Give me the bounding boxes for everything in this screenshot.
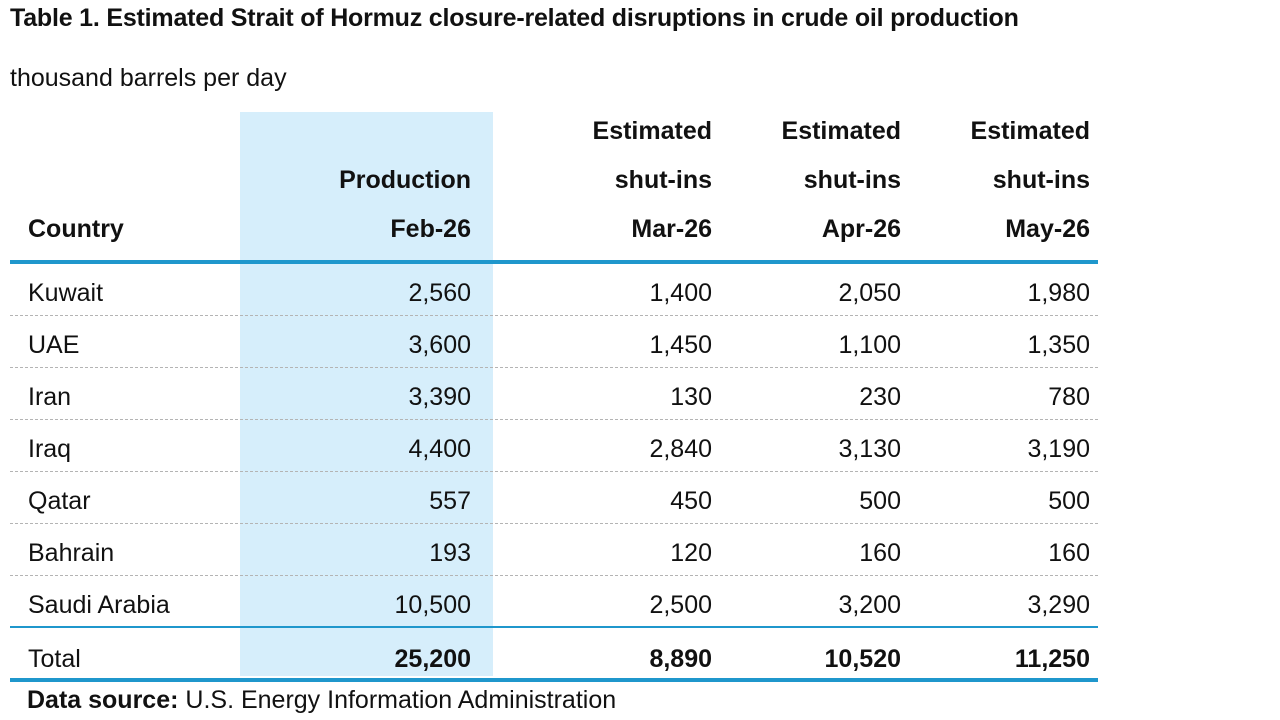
total-mar: 8,890 xyxy=(649,645,712,673)
table-row: UAE 3,600 1,450 1,100 1,350 xyxy=(10,316,1098,368)
total-may: 11,250 xyxy=(1014,645,1090,673)
header-line: Mar-26 xyxy=(631,215,712,243)
total-production: 25,200 xyxy=(394,645,471,673)
header-line: Apr-26 xyxy=(821,215,901,243)
cell-may: 160 xyxy=(1048,539,1090,567)
cell-mar: 1,450 xyxy=(649,331,712,359)
cell-production: 3,600 xyxy=(408,331,471,359)
header-mar: Estimated shut-ins Mar-26 xyxy=(593,107,712,254)
cell-may: 1,980 xyxy=(1027,279,1090,307)
cell-production: 10,500 xyxy=(394,591,471,619)
cell-country: Qatar xyxy=(28,487,91,515)
cell-country: UAE xyxy=(28,331,80,359)
cell-mar: 130 xyxy=(670,383,712,411)
table-row: Iran 3,390 130 230 780 xyxy=(10,368,1098,420)
cell-mar: 450 xyxy=(670,487,712,515)
cell-apr: 1,100 xyxy=(838,331,901,359)
header-line: Estimated xyxy=(592,117,712,145)
cell-apr: 3,200 xyxy=(838,591,901,619)
header-line: shut-ins xyxy=(803,166,901,194)
table-row: Bahrain 193 120 160 160 xyxy=(10,524,1098,576)
source-text: U.S. Energy Information Administration xyxy=(178,686,617,714)
cell-country: Saudi Arabia xyxy=(28,591,170,619)
cell-apr: 3,130 xyxy=(838,435,901,463)
cell-country: Iraq xyxy=(28,435,72,463)
table-row: Saudi Arabia 10,500 2,500 3,200 3,290 xyxy=(10,576,1098,628)
data-table: Country Production Feb-26 Estimated shut… xyxy=(10,112,1098,682)
cell-may: 3,290 xyxy=(1027,591,1090,619)
table-title: Table 1. Estimated Strait of Hormuz clos… xyxy=(10,4,1019,32)
header-line: Estimated xyxy=(781,117,901,145)
cell-may: 780 xyxy=(1048,383,1090,411)
header-line: Production xyxy=(339,166,471,194)
source-label: Data source: xyxy=(27,686,179,714)
table-row: Iraq 4,400 2,840 3,130 3,190 xyxy=(10,420,1098,472)
header-line: Country xyxy=(28,215,124,243)
total-apr: 10,520 xyxy=(824,645,901,673)
table-row: Qatar 557 450 500 500 xyxy=(10,472,1098,524)
total-row: Total 25,200 8,890 10,520 11,250 xyxy=(10,628,1098,682)
cell-country: Iran xyxy=(28,383,72,411)
header-production: Production Feb-26 xyxy=(339,156,471,254)
units-label: thousand barrels per day xyxy=(10,64,287,92)
cell-apr: 2,050 xyxy=(838,279,901,307)
header-may: Estimated shut-ins May-26 xyxy=(971,107,1090,254)
header-apr: Estimated shut-ins Apr-26 xyxy=(782,107,901,254)
cell-may: 500 xyxy=(1048,487,1090,515)
cell-production: 557 xyxy=(429,487,471,515)
production-column-highlight xyxy=(240,112,493,676)
cell-apr: 500 xyxy=(859,487,901,515)
header-line: May-26 xyxy=(1005,215,1090,243)
cell-apr: 160 xyxy=(859,539,901,567)
cell-production: 2,560 xyxy=(408,279,471,307)
cell-production: 193 xyxy=(429,539,471,567)
cell-mar: 2,500 xyxy=(649,591,712,619)
cell-may: 3,190 xyxy=(1027,435,1090,463)
header-country: Country xyxy=(28,205,124,254)
table-body: Kuwait 2,560 1,400 2,050 1,980 UAE 3,600… xyxy=(10,264,1098,628)
cell-mar: 120 xyxy=(670,539,712,567)
table-header: Country Production Feb-26 Estimated shut… xyxy=(10,112,1098,264)
cell-country: Bahrain xyxy=(28,539,115,567)
cell-production: 4,400 xyxy=(408,435,471,463)
table-row: Kuwait 2,560 1,400 2,050 1,980 xyxy=(10,264,1098,316)
total-label: Total xyxy=(28,645,81,673)
cell-mar: 2,840 xyxy=(649,435,712,463)
header-line: Feb-26 xyxy=(390,215,471,243)
cell-mar: 1,400 xyxy=(649,279,712,307)
header-line: shut-ins xyxy=(614,166,712,194)
header-line: Estimated xyxy=(970,117,1090,145)
cell-country: Kuwait xyxy=(28,279,104,307)
cell-production: 3,390 xyxy=(408,383,471,411)
cell-apr: 230 xyxy=(859,383,901,411)
data-source-note: Data source: U.S. Energy Information Adm… xyxy=(27,686,616,715)
header-line: shut-ins xyxy=(992,166,1090,194)
cell-may: 1,350 xyxy=(1027,331,1090,359)
